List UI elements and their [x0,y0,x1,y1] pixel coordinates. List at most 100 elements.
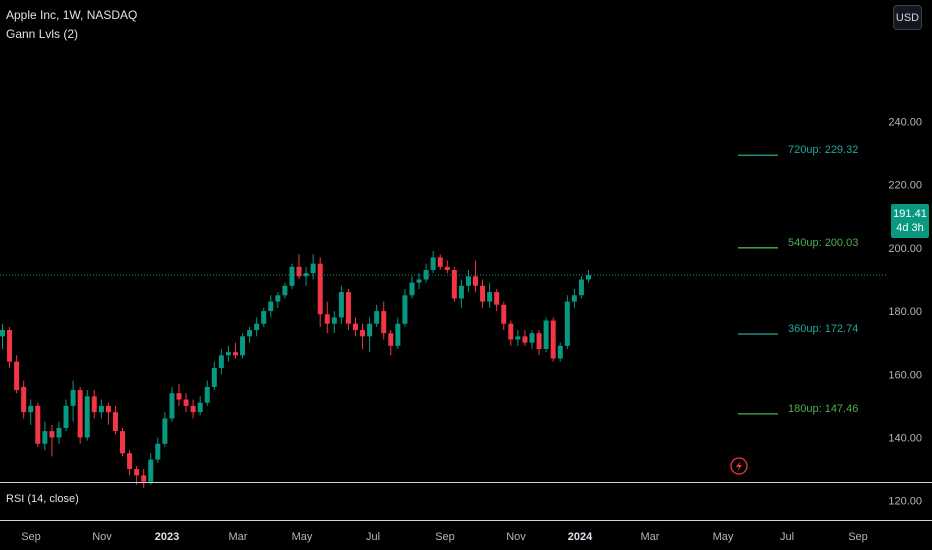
gann-level-label: 720up: 229.32 [788,144,858,156]
x-tick-label: Nov [506,531,526,543]
candle [296,254,302,280]
alert-icon[interactable] [730,457,748,475]
candle [112,405,118,435]
candle [360,323,366,349]
candle [141,469,147,489]
candle [63,399,69,432]
candle [134,465,140,485]
candle [345,288,351,331]
candle [176,383,182,406]
y-tick-label: 140.00 [888,432,922,444]
candle [183,393,189,413]
candle [211,361,217,391]
y-tick-label: 120.00 [888,496,922,508]
x-tick-label: 2024 [568,531,593,543]
candle [282,282,288,299]
candle [148,453,154,485]
pane-separator[interactable] [0,482,932,483]
candle [430,251,436,274]
x-axis[interactable]: Sep Nov 2023 Mar May Jul Sep Nov 2024 Mar May Jul Se… [21,531,868,543]
candle [353,317,358,337]
candle [543,317,549,353]
price-badge: 191.41 4d 3h [891,204,929,238]
candle [169,386,175,422]
candle [261,307,267,327]
x-tick-label: Nov [92,531,112,543]
candle [423,263,429,283]
candle [367,317,373,353]
x-tick-label: May [713,531,734,543]
y-tick-label: 200.00 [888,243,922,255]
candle [437,254,443,270]
candle [49,424,55,457]
candle [416,273,422,289]
candle [268,295,274,318]
y-tick-label: 240.00 [888,117,922,129]
gann-level-label: 180up: 147.46 [788,403,858,415]
candle [232,342,238,359]
x-tick-label: Sep [848,531,868,543]
candle [254,317,260,337]
candles [0,251,591,489]
candle [381,301,387,340]
candle [240,333,246,359]
candle [310,254,316,280]
candle [550,317,556,362]
candle [275,292,281,308]
candle [402,288,408,327]
symbol-title: Apple Inc, 1W, NASDAQ [6,8,138,22]
candle [105,402,111,425]
candle [494,288,500,312]
x-tick-label: May [292,531,313,543]
candle [7,326,13,368]
candle [197,396,203,416]
x-tick-label: Sep [21,531,41,543]
candle [522,330,528,346]
candle [536,330,542,356]
candle [338,285,344,324]
candle [571,288,577,308]
candle [225,345,231,362]
candle [0,323,5,349]
candle [289,263,295,289]
candle [515,330,521,346]
y-axis[interactable]: 120.00 140.00 160.00 180.00 200.00 220.00 240.… [888,117,922,508]
candle [508,320,514,346]
candle [84,390,90,441]
candle [247,326,253,343]
candle [458,279,464,308]
candle [56,421,62,444]
x-tick-label: 2023 [155,531,179,543]
indicator-legend[interactable]: Gann Lvls (2) [6,27,79,41]
candle [501,301,507,331]
candle [480,279,486,308]
candle [388,330,394,356]
x-tick-label: Mar [641,531,660,543]
candle [395,317,401,349]
candle [451,266,457,302]
bar-countdown: 4d 3h [896,222,924,234]
gann-levels [738,154,778,415]
candle [557,342,563,362]
candle [374,304,380,327]
candle [303,266,309,286]
candle [331,311,337,334]
y-tick-label: 180.00 [888,306,922,318]
y-tick-label: 220.00 [888,180,922,192]
current-price-label: 191.41 [893,208,927,220]
time-axis-border [0,520,932,521]
candle [155,437,161,463]
candle [218,348,224,375]
gann-level-label: 360up: 172.74 [788,323,858,335]
candle [473,260,479,293]
y-tick-label: 160.00 [888,369,922,381]
candle [35,402,41,447]
candle [465,269,471,293]
candle [91,390,97,419]
x-tick-label: Sep [435,531,455,543]
candle [487,282,493,308]
currency-button[interactable]: USD [893,5,922,30]
candle [324,301,330,334]
rsi-pane-label[interactable]: RSI (14, close) [6,493,79,505]
